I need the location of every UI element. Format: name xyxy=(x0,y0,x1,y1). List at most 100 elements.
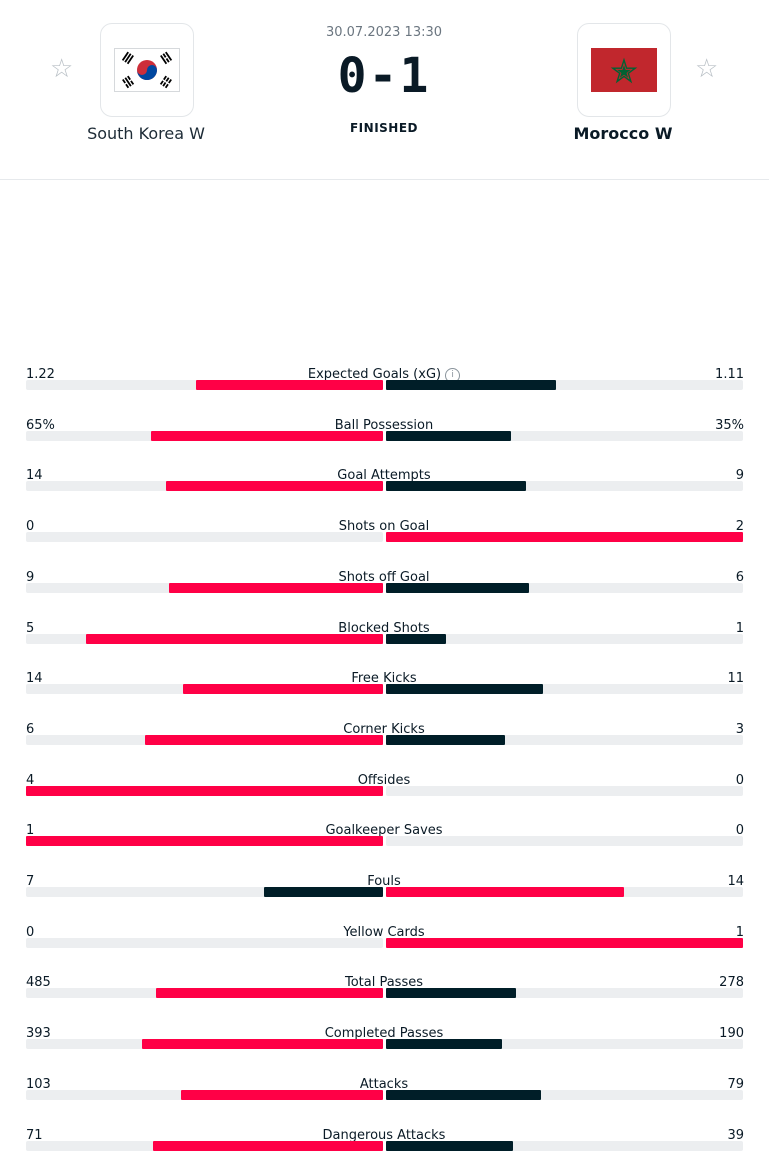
stat-home-value: 0 xyxy=(26,519,35,535)
stat-name: Yellow Cards xyxy=(234,925,534,940)
stat-row: 393 Completed Passes 190 xyxy=(0,1026,769,1066)
stat-away-value: 3 xyxy=(735,721,744,737)
away-bar-track xyxy=(386,785,743,796)
stat-name: Shots on Goal xyxy=(234,519,534,534)
stat-row: 14 Goal Attempts 9 xyxy=(0,468,769,508)
away-bar-fill xyxy=(386,1140,513,1151)
away-bar-track xyxy=(386,836,743,847)
home-bar-track xyxy=(26,785,383,796)
stat-away-value: 11 xyxy=(727,671,744,687)
stat-name: Total Passes xyxy=(234,975,534,990)
match-score: 0-1 xyxy=(337,48,431,104)
stat-name-label: Corner Kicks xyxy=(343,721,425,737)
home-bar-track xyxy=(26,633,383,644)
stat-row: 1.22 Expected Goals (xG) i 1.11 xyxy=(0,367,769,407)
stat-home-value: 4 xyxy=(26,772,35,788)
away-bar-track xyxy=(386,633,743,644)
stat-name: Ball Possession xyxy=(234,418,534,433)
match-header: ☆ South Korea W 30.07.2023 13:30 0-1 FIN… xyxy=(0,0,769,180)
stat-name-label: Fouls xyxy=(367,874,401,889)
away-bar-track xyxy=(386,532,743,543)
away-bar-track xyxy=(386,1089,743,1100)
stat-row: 7 Fouls 14 xyxy=(0,874,769,914)
home-bar-track xyxy=(26,836,383,847)
away-bar-fill xyxy=(386,532,743,543)
stat-away-value: 0 xyxy=(735,772,744,788)
stat-away-value: 2 xyxy=(735,519,744,535)
stat-row: 6 Corner Kicks 3 xyxy=(0,722,769,762)
home-bar-fill xyxy=(85,633,383,644)
home-bar-track xyxy=(26,1039,383,1050)
stat-away-value: 0 xyxy=(735,823,744,839)
stat-home-value: 103 xyxy=(26,1076,51,1092)
home-bar-track xyxy=(26,988,383,999)
stat-away-value: 35% xyxy=(715,417,744,433)
home-bar-fill xyxy=(150,430,383,441)
away-bar-track xyxy=(386,582,743,593)
away-bar-fill xyxy=(386,734,505,745)
stat-name: Dangerous Attacks xyxy=(234,1128,534,1143)
away-bar-track xyxy=(386,380,743,390)
stat-name-label: Shots off Goal xyxy=(338,569,430,585)
away-bar-fill xyxy=(386,988,517,999)
away-bar-fill xyxy=(386,481,526,492)
home-bar-track xyxy=(26,1089,383,1100)
south-korea-flag-icon xyxy=(114,48,180,92)
stat-row: 65% Ball Possession 35% xyxy=(0,418,769,458)
away-bar-fill xyxy=(386,1039,503,1050)
away-bar-track xyxy=(386,481,743,492)
stat-home-value: 1 xyxy=(26,823,35,839)
stat-name: Goalkeeper Saves xyxy=(234,823,534,838)
away-bar-fill xyxy=(386,380,557,390)
stat-name-label: Offsides xyxy=(357,772,411,788)
home-bar-fill xyxy=(145,734,383,745)
home-bar-track xyxy=(26,380,383,390)
home-team-logo[interactable] xyxy=(100,23,194,117)
stat-away-value: 6 xyxy=(735,569,744,585)
stat-name-label: Blocked Shots xyxy=(338,620,430,636)
favorite-away-star-icon[interactable]: ☆ xyxy=(695,54,719,84)
stat-name: Completed Passes xyxy=(234,1026,534,1041)
stat-name-label: Free Kicks xyxy=(351,671,417,687)
away-bar-track xyxy=(386,937,743,948)
stat-row: 485 Total Passes 278 xyxy=(0,975,769,1015)
stat-name-label: Goalkeeper Saves xyxy=(325,823,443,839)
stat-away-value: 1.11 xyxy=(715,367,744,382)
away-bar-track xyxy=(386,430,743,441)
stat-row: 71 Dangerous Attacks 39 xyxy=(0,1128,769,1168)
away-bar-fill xyxy=(386,633,446,644)
stat-away-value: 79 xyxy=(727,1076,744,1092)
morocco-flag-icon xyxy=(591,48,657,92)
away-team-logo[interactable] xyxy=(577,23,671,117)
stat-home-value: 1.22 xyxy=(26,367,55,382)
away-bar-track xyxy=(386,1140,743,1151)
stat-name-label: Completed Passes xyxy=(324,1026,444,1042)
match-datetime: 30.07.2023 13:30 xyxy=(325,25,443,40)
away-bar-track xyxy=(386,988,743,999)
home-team-name[interactable]: South Korea W xyxy=(87,124,205,143)
home-bar-fill xyxy=(183,684,383,695)
stat-name-label: Attacks xyxy=(359,1076,409,1092)
stat-away-value: 1 xyxy=(735,620,744,636)
away-bar-track xyxy=(386,684,743,695)
stat-row: 103 Attacks 79 xyxy=(0,1077,769,1117)
home-bar-fill xyxy=(165,481,383,492)
stat-away-value: 39 xyxy=(727,1127,744,1143)
stat-row: 1 Goalkeeper Saves 0 xyxy=(0,823,769,863)
stat-home-value: 9 xyxy=(26,569,35,585)
stat-name-label: Total Passes xyxy=(344,975,424,991)
away-bar-track xyxy=(386,887,743,897)
home-bar-fill xyxy=(168,582,383,593)
stat-home-value: 0 xyxy=(26,924,35,940)
stat-name: Blocked Shots xyxy=(234,621,534,636)
stat-home-value: 14 xyxy=(26,468,43,484)
stat-name-label: Goal Attempts xyxy=(337,468,431,484)
stat-name: Attacks xyxy=(234,1077,534,1092)
home-bar-track xyxy=(26,684,383,695)
away-team-name[interactable]: Morocco W xyxy=(573,124,673,143)
away-bar-fill xyxy=(386,684,544,695)
away-bar-track xyxy=(386,734,743,745)
stat-name-label: Shots on Goal xyxy=(338,519,430,535)
match-status: FINISHED xyxy=(349,121,418,135)
favorite-home-star-icon[interactable]: ☆ xyxy=(50,54,74,84)
